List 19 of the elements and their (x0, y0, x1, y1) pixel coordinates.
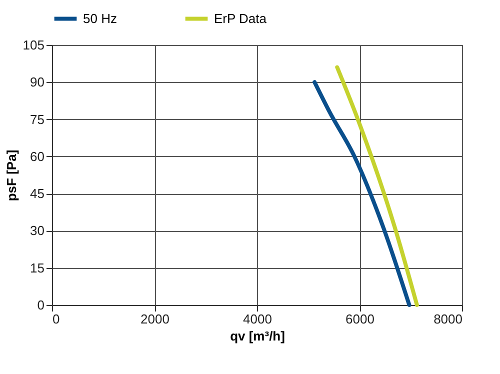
y-tick-label: 60 (30, 148, 44, 164)
y-tick-label: 75 (30, 112, 44, 127)
legend-label: ErP Data (214, 10, 268, 26)
y-tick-label: 105 (22, 38, 44, 52)
legend-label: 50 Hz (83, 10, 117, 26)
y-tick-label: 30 (30, 223, 44, 238)
y-tick-label: 0 (37, 298, 44, 312)
x-tick-label: 4000 (243, 312, 272, 326)
y-axis-title: psF [Pa] (4, 150, 19, 202)
x-tick-label: 6000 (346, 312, 374, 326)
x-tick-label: 0 (52, 312, 60, 326)
line-series (312, 80, 412, 307)
x-tick-label: 2000 (140, 312, 170, 326)
y-tick-label: 90 (30, 74, 44, 90)
y-tick-label: 15 (30, 260, 44, 276)
y-tick-label: 45 (30, 186, 44, 202)
x-axis-title: qv [m³/h] (230, 328, 285, 344)
line-series (335, 65, 419, 307)
x-tick-label: 8000 (434, 312, 462, 326)
